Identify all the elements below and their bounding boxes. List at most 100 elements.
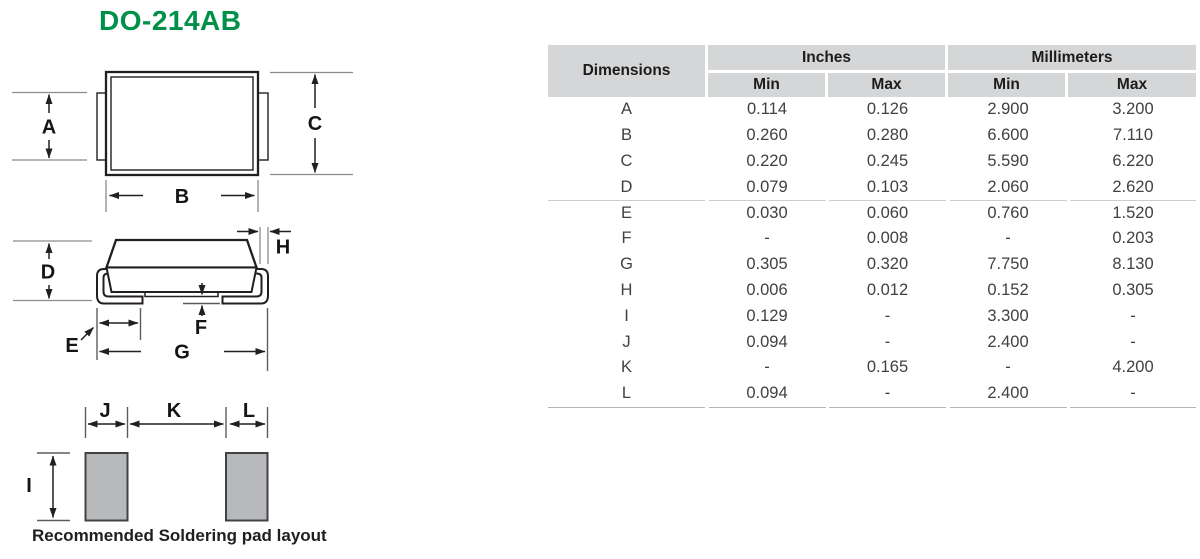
cell-mm-min: 2.900 (987, 100, 1029, 118)
dim-label-k: K (167, 400, 182, 422)
dim-label-c: C (308, 113, 322, 135)
header-dimensions: Dimensions (548, 45, 705, 97)
dim-label-h: H (276, 237, 290, 259)
cell-inches-max: - (884, 306, 891, 325)
dim-label-j: J (99, 400, 110, 422)
cell-mm-min: 0.152 (987, 280, 1029, 299)
table-row: L 0.094 - 2.400 - (548, 381, 1196, 407)
cell-dimension: H (620, 280, 633, 299)
cell-dimension: B (620, 125, 632, 144)
cell-mm-min: - (1005, 229, 1011, 248)
solder-pad-left (84, 452, 129, 522)
package-diagram: A C B D H (12, 70, 353, 522)
dimensions-table: Dimensions Inches Millimeters Min Max Mi… (548, 45, 1196, 409)
cell-mm-max: 8.130 (1112, 255, 1154, 274)
header-millimeters: Millimeters (948, 45, 1196, 70)
cell-mm-max: - (1130, 384, 1136, 403)
cell-inches-max: 0.245 (866, 151, 909, 170)
dim-label-e: E (65, 335, 78, 357)
table-row: A 0.114 0.126 2.900 3.200 (548, 97, 1196, 123)
solder-pad-right (225, 452, 269, 522)
table-row: I 0.129 - 3.300 - (548, 304, 1196, 330)
terminal-left (96, 92, 107, 161)
cell-inches-max: 0.008 (866, 229, 909, 248)
cell-mm-max: 2.620 (1112, 177, 1154, 196)
cell-inches-min: 0.114 (746, 100, 788, 118)
lead-left (96, 268, 144, 305)
table-row: C 0.220 0.245 5.590 6.220 (548, 149, 1196, 175)
cell-inches-max: 0.060 (829, 200, 946, 227)
cell-mm-max: 1.520 (1070, 200, 1196, 227)
body-inner-outline (110, 76, 254, 171)
cell-inches-max: 0.103 (866, 177, 909, 196)
table-row: F - 0.008 - 0.203 (548, 226, 1196, 252)
cell-mm-min: 7.750 (987, 255, 1029, 274)
cell-inches-min: 0.094 (746, 332, 788, 351)
dim-label-d: D (41, 262, 55, 284)
cell-inches-min: 0.006 (746, 280, 788, 299)
cell-mm-max: 4.200 (1112, 358, 1154, 377)
header-mm-max: Max (1068, 72, 1196, 97)
cell-inches-min: 0.079 (746, 177, 788, 196)
table-row: J 0.094 - 2.400 - (548, 330, 1196, 356)
cell-inches-min: - (764, 358, 770, 377)
cell-dimension: F (621, 229, 632, 248)
header-mm-min: Min (948, 72, 1065, 97)
dim-label-g: G (174, 342, 190, 364)
table-row: D 0.079 0.103 2.060 2.620 (548, 175, 1196, 201)
table-row: E 0.030 0.060 0.760 1.520 (548, 200, 1196, 226)
cell-dimension: C (620, 151, 633, 170)
cell-mm-max: 0.305 (1112, 280, 1154, 299)
pad-layout: J K L I (26, 400, 269, 522)
cell-mm-max: - (1130, 306, 1136, 325)
table-body: A 0.114 0.126 2.900 3.200 B 0.260 0.280 … (548, 97, 1196, 407)
cell-inches-min: 0.220 (746, 151, 788, 170)
table-row: K - 0.165 - 4.200 (548, 355, 1196, 381)
cell-mm-max: 6.220 (1112, 151, 1154, 170)
cell-dimension: D (620, 177, 633, 196)
cell-inches-max: - (884, 384, 891, 403)
dim-label-i: I (26, 475, 32, 497)
pad-layout-caption: Recommended Soldering pad layout (32, 526, 327, 545)
table-row: H 0.006 0.012 0.152 0.305 (548, 278, 1196, 304)
cell-inches-max: 0.165 (866, 358, 909, 377)
cell-dimension: I (624, 306, 629, 325)
cell-mm-max: 7.110 (1112, 125, 1154, 144)
cell-inches-max: 0.280 (866, 125, 909, 144)
cell-inches-max: 0.320 (866, 255, 909, 274)
dim-label-l: L (243, 400, 255, 422)
table-header: Dimensions Inches Millimeters Min Max Mi… (548, 45, 1196, 97)
table-bottom-rule (548, 407, 1196, 409)
dim-label-a: A (42, 117, 56, 139)
package-title: DO-214AB (99, 5, 242, 36)
dim-label-f: F (195, 317, 207, 339)
cell-inches-max: 0.126 (866, 100, 909, 118)
cell-dimension: J (622, 332, 631, 351)
table-row: G 0.305 0.320 7.750 8.130 (548, 252, 1196, 278)
cell-dimension: E (548, 200, 705, 227)
dim-label-b: B (175, 186, 189, 208)
cell-dimension: A (620, 100, 632, 118)
cell-mm-min: - (1005, 358, 1011, 377)
cell-inches-max: - (884, 332, 891, 351)
cell-inches-min: 0.129 (746, 306, 788, 325)
cell-mm-min: 2.400 (987, 384, 1029, 403)
cell-mm-min: 5.590 (987, 151, 1029, 170)
dim-e-leader (80, 326, 95, 341)
side-view: D H F E G (13, 227, 291, 371)
cell-mm-min: 2.060 (987, 177, 1029, 196)
header-inches-max: Max (828, 72, 945, 97)
terminal-right (257, 92, 269, 161)
cell-dimension: K (620, 358, 632, 377)
cell-mm-min: 3.300 (987, 306, 1029, 325)
cell-inches-max: 0.012 (866, 280, 909, 299)
top-view: A C B (12, 70, 353, 212)
cell-mm-min: 6.600 (987, 125, 1029, 144)
header-inches-min: Min (708, 72, 825, 97)
cell-mm-min: 2.400 (987, 332, 1029, 351)
header-inches: Inches (708, 45, 945, 70)
cell-inches-min: 0.094 (746, 384, 788, 403)
cell-inches-min: 0.305 (746, 255, 788, 274)
cell-dimension: G (620, 255, 633, 274)
